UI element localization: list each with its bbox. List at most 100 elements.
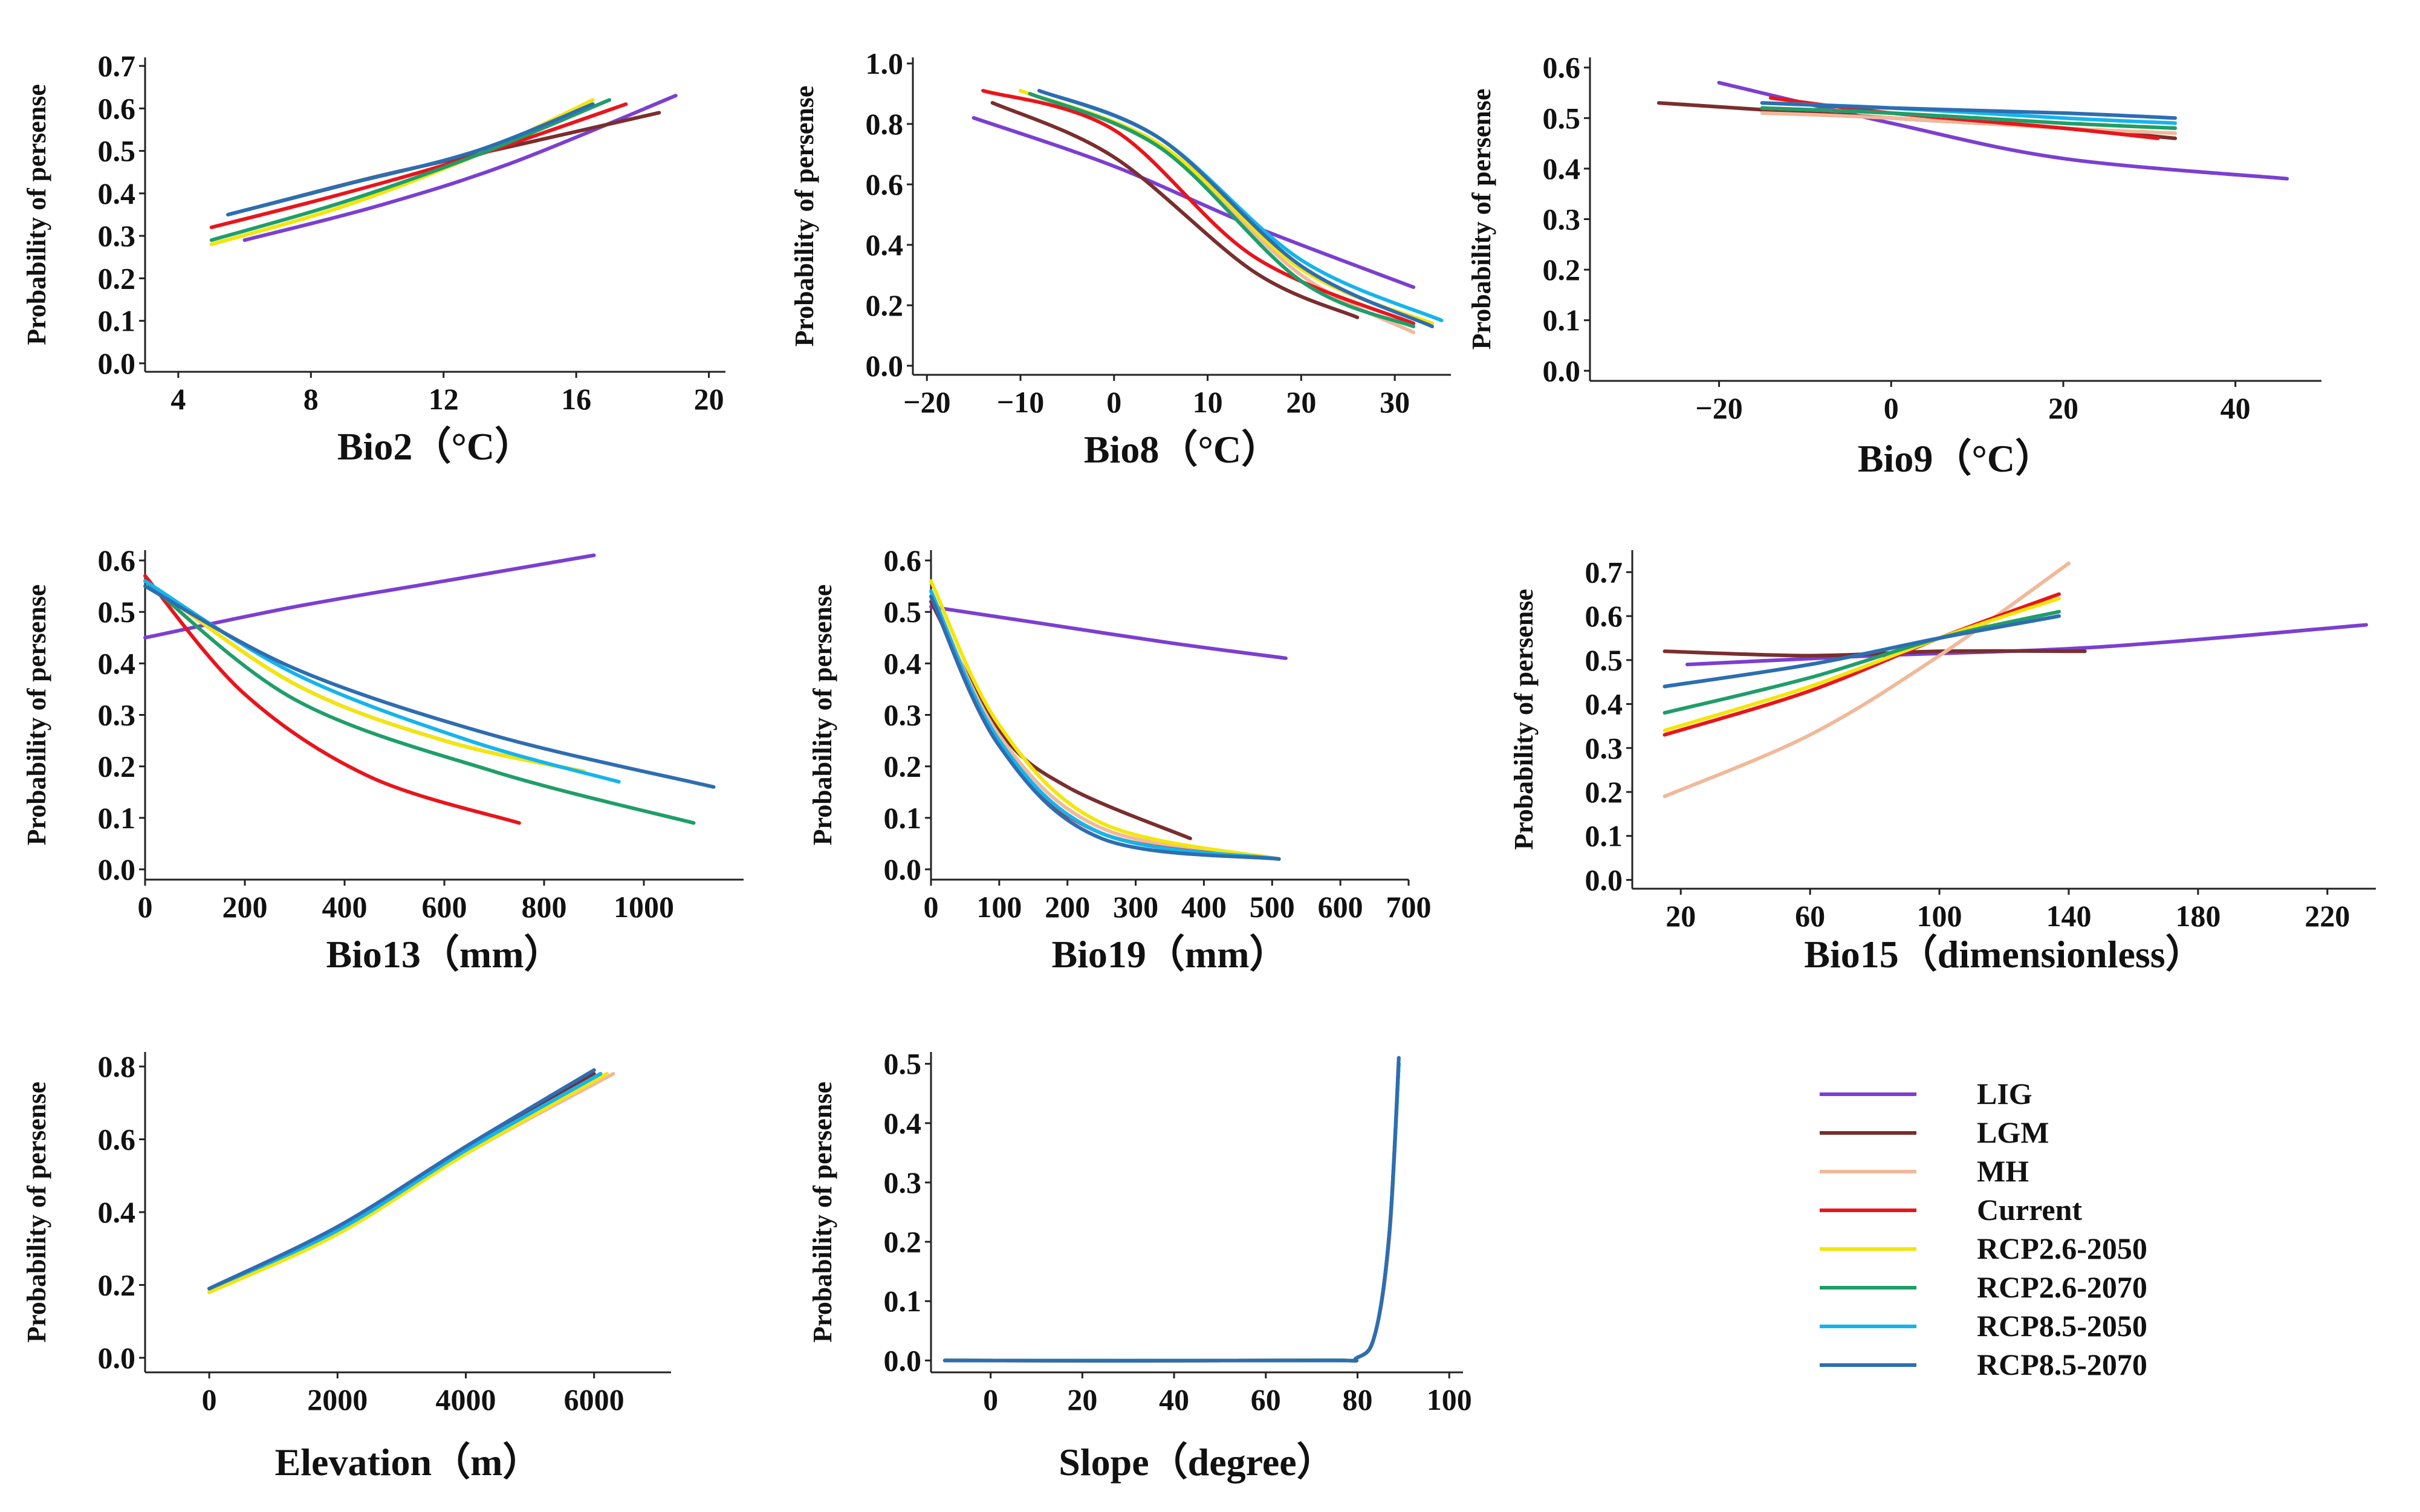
x-tick-label: 0	[924, 890, 939, 924]
x-tick-label: 800	[522, 890, 567, 924]
series-line-current	[209, 102, 628, 230]
y-tick-label: 0.6	[1543, 51, 1581, 85]
chart-panel: 0.0 0.2 0.4 0.6 0.8 0 2000 4000 6000 Elevation（m）…	[22, 1050, 671, 1484]
x-tick-label: 6000	[564, 1383, 624, 1416]
y-tick-label: 1.0	[866, 47, 904, 80]
legend-label: Current	[1977, 1193, 2082, 1227]
y-tick-label: 0.4	[98, 177, 136, 210]
legend-label: LGM	[1977, 1115, 2049, 1149]
y-tick-label: 0.5	[1543, 101, 1581, 135]
chart-panel: 0.0 0.1 0.2 0.3 0.4 0.5 0.6 −20 0 20 40 Bio9（°C） Pro…	[1467, 51, 2321, 480]
series-line-rcp2-6-2050	[207, 1072, 609, 1294]
legend-label: LIG	[1977, 1077, 2032, 1111]
y-tick-label: 0.0	[1585, 863, 1623, 897]
series-line-rcp2-6-2070	[1760, 106, 2177, 130]
legend: LIG LGM MH Current RCP2.6-2050 RCP2.6-2070 RCP…	[1820, 1077, 2147, 1381]
x-tick-label: 20	[1286, 385, 1316, 419]
x-axis-title: Elevation（m）	[275, 1441, 542, 1484]
y-tick-label: 0.4	[98, 646, 136, 680]
y-tick-label: 0.2	[884, 750, 922, 784]
chart-panel: 0.0 0.1 0.2 0.3 0.4 0.5 0.6 0 200 400 600 800 1000 Bi…	[22, 543, 744, 976]
y-tick-label: 0.7	[1585, 555, 1623, 589]
x-axis-title: Bio2（°C）	[337, 425, 533, 468]
series-line-lgm	[942, 1062, 1401, 1363]
y-tick-label: 0.1	[1543, 303, 1581, 337]
y-tick-label: 0.4	[866, 228, 904, 262]
y-tick-label: 0.4	[884, 646, 922, 680]
y-tick-label: 0.4	[884, 1106, 922, 1140]
legend-label: RCP8.5-2070	[1977, 1348, 2147, 1381]
y-tick-label: 0.0	[866, 349, 904, 383]
x-tick-label: 0	[1106, 385, 1121, 419]
x-tick-label: 140	[2046, 899, 2091, 933]
series-line-rcp2-6-2050	[1663, 597, 2061, 733]
y-tick-label: 0.1	[884, 801, 922, 835]
x-tick-label: 8	[303, 382, 319, 416]
x-tick-label: 200	[1045, 890, 1090, 924]
y-tick-label: 0.2	[884, 1225, 922, 1259]
y-axis-title: Probability of persense	[22, 585, 51, 846]
y-axis-title: Probability of persense	[1509, 589, 1539, 850]
y-tick-label: 0.5	[884, 1047, 922, 1081]
y-tick-label: 0.2	[98, 261, 136, 295]
x-tick-label: 10	[1193, 385, 1223, 419]
chart-panel: 0.0 0.1 0.2 0.3 0.4 0.5 0.6 0.7 20 60 100 140 180 220…	[1509, 550, 2376, 976]
x-tick-label: 600	[422, 890, 467, 924]
x-tick-label: 220	[2305, 899, 2350, 933]
series-line-lig	[942, 1056, 1401, 1363]
series-line-rcp8-5-2050	[929, 589, 1281, 861]
x-axis-title: Bio13（mm）	[326, 933, 562, 976]
legend-item: MH	[1820, 1154, 2029, 1188]
x-axis-title: Bio15（dimensionless）	[1804, 933, 2204, 976]
y-tick-label: 0.7	[98, 49, 136, 83]
series-line-lgm	[1663, 649, 2087, 658]
series-line-mh	[942, 1062, 1401, 1363]
series-line-current	[929, 594, 1281, 861]
x-tick-label: 300	[1113, 890, 1158, 924]
y-axis-title: Probability of persense	[1467, 89, 1496, 350]
y-tick-label: 0.8	[866, 107, 904, 141]
chart-panel: 0.0 0.1 0.2 0.3 0.4 0.5 0.6 0.7 4 8 12 16 20 Bio2（°C）…	[22, 49, 725, 468]
series-line-mh	[1663, 561, 2071, 799]
series-line-rcp8-5-2070	[1037, 89, 1434, 328]
y-tick-label: 0.3	[884, 1166, 922, 1199]
y-tick-label: 0.6	[98, 543, 136, 577]
series-line-rcp8-5-2070	[207, 1068, 596, 1291]
y-tick-label: 0.6	[98, 1123, 136, 1157]
series-line-rcp8-5-2050	[207, 1072, 603, 1291]
y-tick-label: 0.0	[884, 1343, 922, 1377]
y-tick-label: 0.1	[1585, 819, 1623, 853]
y-tick-label: 0.6	[884, 543, 922, 577]
x-tick-label: 4	[170, 382, 186, 416]
legend-label: RCP2.6-2050	[1977, 1231, 2147, 1265]
legend-label: RCP2.6-2070	[1977, 1270, 2147, 1304]
x-axis-title: Bio19（mm）	[1051, 933, 1288, 976]
y-axis-title: Probability of persense	[790, 86, 819, 347]
x-tick-label: 20	[694, 382, 724, 416]
y-axis-title: Probability of persense	[22, 84, 51, 345]
series-line-rcp8-5-2070	[143, 584, 716, 789]
series-line-lig	[1685, 623, 2368, 667]
x-tick-label: 180	[2175, 899, 2220, 933]
series-line-rcp8-5-2070	[226, 102, 595, 216]
y-tick-label: 0.2	[1543, 253, 1581, 287]
y-tick-label: 0.4	[98, 1195, 136, 1229]
x-axis-title: Bio8（°C）	[1084, 428, 1280, 471]
y-tick-label: 0.1	[884, 1284, 922, 1318]
y-tick-label: 0.3	[1543, 203, 1581, 236]
series-line-mh	[1760, 111, 2177, 135]
y-tick-label: 0.2	[98, 1268, 136, 1302]
y-tick-label: 0.5	[98, 595, 136, 629]
y-tick-label: 0.2	[98, 750, 136, 784]
series-line-lgm	[990, 101, 1360, 319]
series-line-rcp8-5-2070	[1663, 614, 2061, 689]
x-axis-title: Bio9（°C）	[1858, 437, 2054, 480]
y-axis-title: Probability of persense	[808, 585, 837, 846]
y-tick-label: 0.4	[1585, 687, 1623, 721]
series-line-rcp8-5-2070	[942, 1056, 1401, 1363]
y-tick-label: 0.5	[1585, 643, 1623, 677]
x-tick-label: −20	[1695, 391, 1743, 425]
x-tick-label: 100	[1427, 1383, 1472, 1416]
legend-item: Current	[1820, 1193, 2082, 1227]
series-line-rcp2-6-2070	[942, 1062, 1401, 1363]
